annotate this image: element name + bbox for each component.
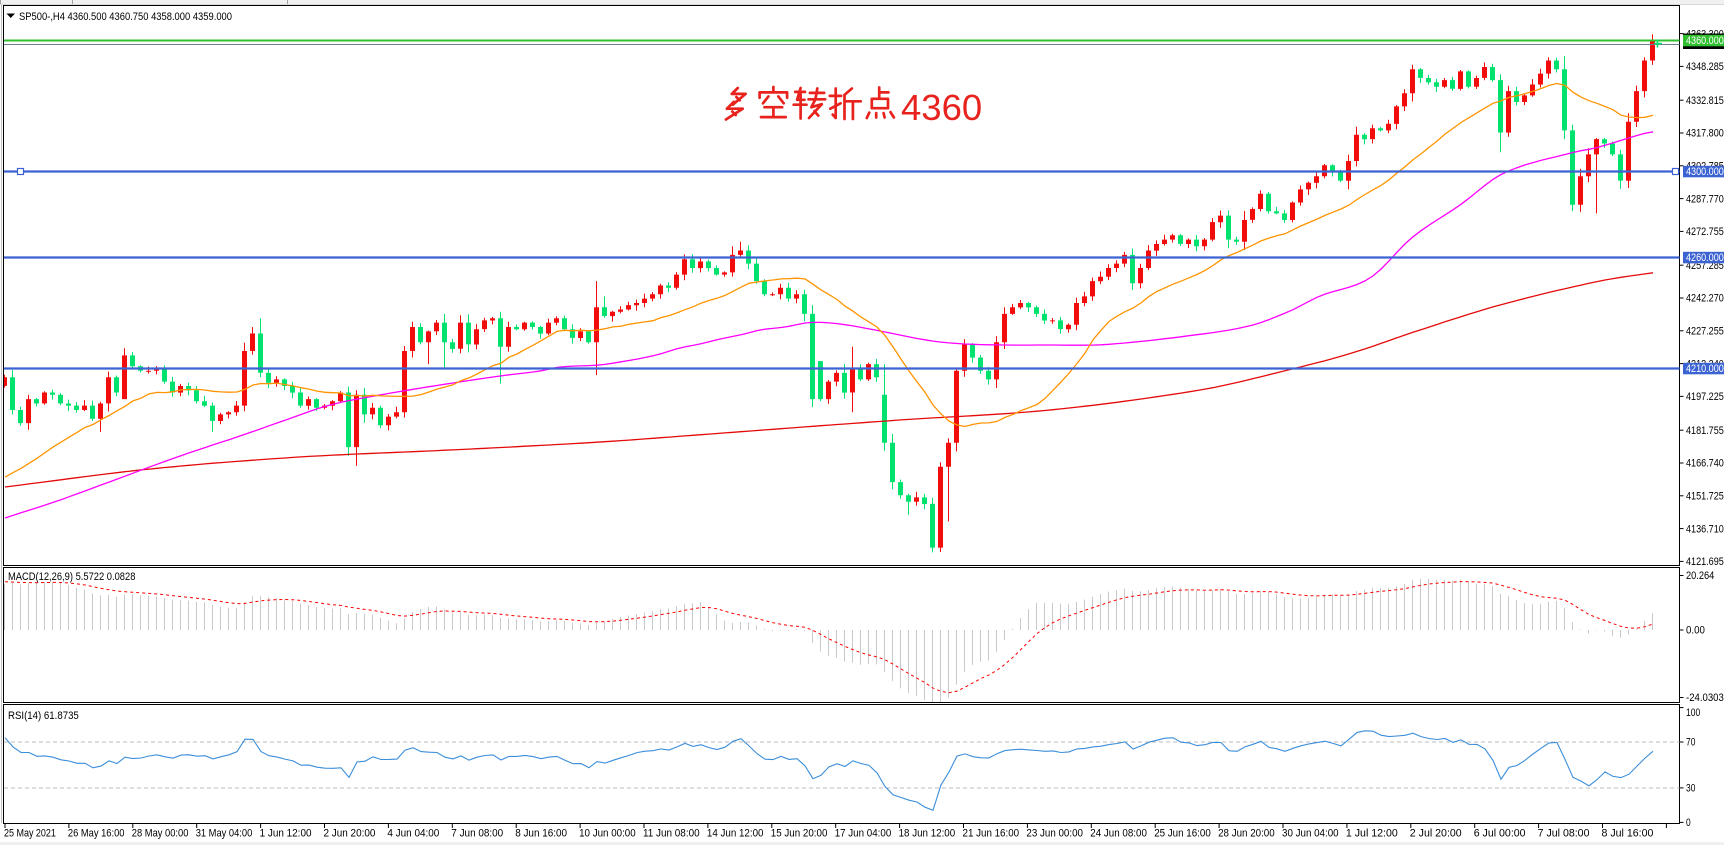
svg-text:6 Jul 00:00: 6 Jul 00:00 — [1474, 828, 1526, 840]
svg-text:SP500-,H4 4360.500 4360.750 4: SP500-,H4 4360.500 4360.750 4358.000 435… — [19, 11, 232, 23]
svg-text:20.264: 20.264 — [1686, 570, 1714, 582]
svg-text:28 Jun 20:00: 28 Jun 20:00 — [1218, 828, 1275, 840]
svg-text:23 Jun 00:00: 23 Jun 00:00 — [1026, 828, 1083, 840]
svg-text:RSI(14) 61.8735: RSI(14) 61.8735 — [8, 710, 79, 722]
svg-text:4360.000: 4360.000 — [1686, 35, 1724, 47]
svg-text:8 Jun 16:00: 8 Jun 16:00 — [515, 828, 567, 840]
svg-text:MACD(12,26,9) 5.5722 0.0828: MACD(12,26,9) 5.5722 0.0828 — [8, 571, 135, 583]
svg-text:70: 70 — [1686, 737, 1695, 749]
svg-text:17 Jun 04:00: 17 Jun 04:00 — [835, 828, 892, 840]
svg-text:4317.800: 4317.800 — [1686, 128, 1724, 140]
svg-text:4360: 4360 — [901, 87, 982, 128]
svg-text:4 Jun 04:00: 4 Jun 04:00 — [387, 828, 439, 840]
svg-text:4348.285: 4348.285 — [1686, 61, 1724, 73]
svg-text:4151.725: 4151.725 — [1686, 491, 1724, 503]
svg-text:18 Jun 12:00: 18 Jun 12:00 — [899, 828, 956, 840]
svg-text:15 Jun 20:00: 15 Jun 20:00 — [771, 828, 828, 840]
svg-text:4166.740: 4166.740 — [1686, 458, 1724, 470]
svg-text:4332.815: 4332.815 — [1686, 95, 1724, 107]
svg-text:24 Jun 08:00: 24 Jun 08:00 — [1090, 828, 1147, 840]
svg-text:4197.225: 4197.225 — [1686, 391, 1724, 403]
svg-text:8 Jul 16:00: 8 Jul 16:00 — [1602, 828, 1654, 840]
svg-text:-24.0303: -24.0303 — [1686, 692, 1724, 704]
svg-text:25 Jun 16:00: 25 Jun 16:00 — [1154, 828, 1211, 840]
svg-text:4272.755: 4272.755 — [1686, 226, 1724, 238]
svg-text:1 Jul 12:00: 1 Jul 12:00 — [1346, 828, 1398, 840]
svg-text:7 Jul 08:00: 7 Jul 08:00 — [1538, 828, 1590, 840]
svg-text:14 Jun 12:00: 14 Jun 12:00 — [707, 828, 764, 840]
svg-text:4181.755: 4181.755 — [1686, 425, 1724, 437]
svg-text:28 May 00:00: 28 May 00:00 — [132, 828, 189, 840]
svg-text:30 Jun 04:00: 30 Jun 04:00 — [1282, 828, 1339, 840]
svg-text:1 Jun 12:00: 1 Jun 12:00 — [260, 828, 312, 840]
svg-text:25 May 2021: 25 May 2021 — [4, 828, 56, 840]
svg-text:4242.270: 4242.270 — [1686, 293, 1724, 305]
svg-text:4210.000: 4210.000 — [1686, 363, 1724, 375]
svg-text:2 Jul 20:00: 2 Jul 20:00 — [1410, 828, 1462, 840]
svg-text:7 Jun 08:00: 7 Jun 08:00 — [451, 828, 503, 840]
svg-text:11 Jun 08:00: 11 Jun 08:00 — [643, 828, 700, 840]
svg-text:4300.000: 4300.000 — [1686, 166, 1724, 178]
svg-text:100: 100 — [1686, 707, 1700, 719]
svg-text:10 Jun 00:00: 10 Jun 00:00 — [579, 828, 636, 840]
svg-text:31 May 04:00: 31 May 04:00 — [196, 828, 253, 840]
svg-text:0: 0 — [1686, 817, 1691, 829]
svg-text:21 Jun 16:00: 21 Jun 16:00 — [963, 828, 1020, 840]
svg-text:4227.255: 4227.255 — [1686, 326, 1724, 338]
svg-text:4260.000: 4260.000 — [1686, 252, 1724, 264]
svg-text:30: 30 — [1686, 783, 1695, 795]
svg-text:4136.710: 4136.710 — [1686, 523, 1724, 535]
svg-text:26 May 16:00: 26 May 16:00 — [68, 828, 125, 840]
svg-text:4287.770: 4287.770 — [1686, 193, 1724, 205]
svg-text:0.00: 0.00 — [1686, 625, 1705, 637]
svg-text:2 Jun 20:00: 2 Jun 20:00 — [324, 828, 376, 840]
svg-text:4121.695: 4121.695 — [1686, 556, 1724, 568]
